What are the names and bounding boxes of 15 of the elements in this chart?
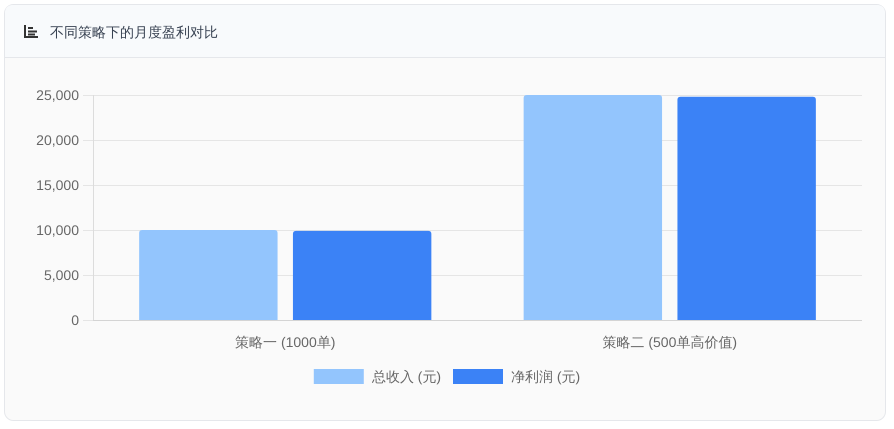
y-tick-label: 20,000 — [36, 132, 80, 148]
legend-label: 总收入 (元) — [370, 368, 442, 384]
y-tick-label: 15,000 — [36, 176, 80, 193]
chart-title: 不同策略下的月度盈利对比 — [50, 24, 218, 40]
bar — [524, 95, 662, 320]
y-tick-label: 5,000 — [44, 266, 80, 283]
bar — [139, 230, 278, 320]
bar — [677, 96, 816, 320]
y-tick-label: 25,000 — [36, 86, 80, 103]
y-tick-label: 10,000 — [36, 222, 80, 238]
legend-label: 净利润 (元) — [511, 368, 580, 384]
bar — [292, 230, 432, 320]
y-tick-label: 0 — [71, 312, 80, 328]
x-tick-label: 策略二 (500单高价值) — [602, 334, 738, 350]
x-tick-label: 策略一 (1000单) — [235, 334, 336, 350]
